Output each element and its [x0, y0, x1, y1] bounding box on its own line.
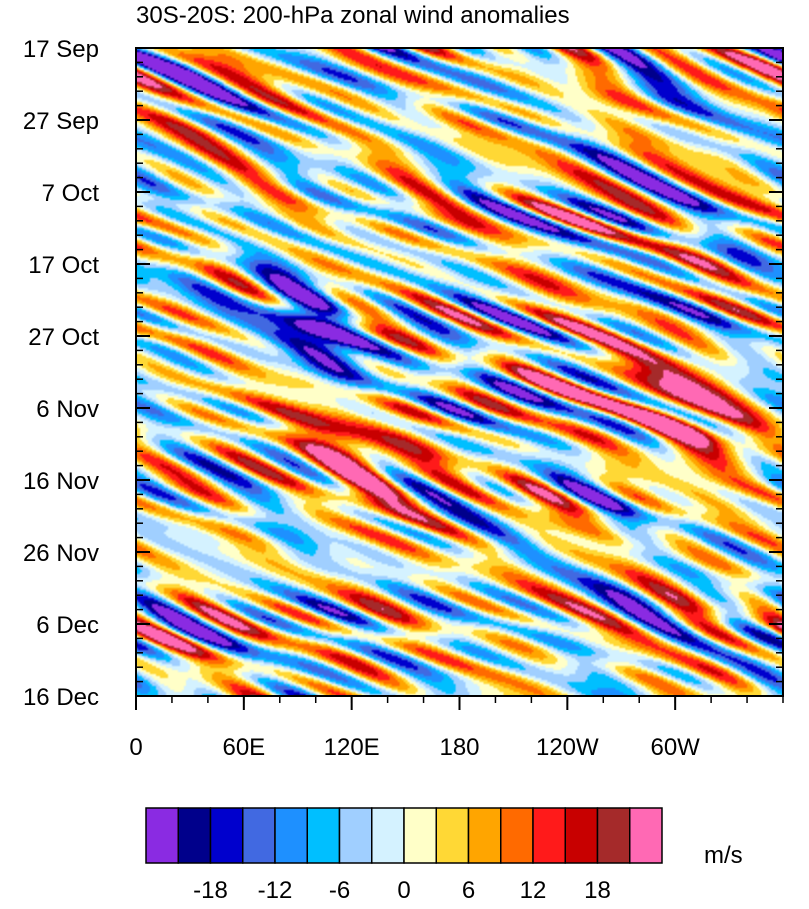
- y-tick-label: 17 Sep: [23, 36, 99, 63]
- plot-area: [136, 48, 783, 696]
- colorbar-swatch: [435, 807, 470, 864]
- x-axis: 0 60E 120E 180 120W 60W: [129, 696, 784, 761]
- chart-title: 30S-20S: 200-hPa zonal wind anomalies: [136, 2, 570, 29]
- y-tick-label: 6 Dec: [36, 612, 99, 639]
- colorbar-label: 0: [397, 877, 410, 904]
- y-axis: 17 Sep 27 Sep 7 Oct 17 Oct 27 Oct 6 Nov 16 Nov…: [23, 36, 783, 711]
- colorbar-swatch: [306, 807, 341, 864]
- colorbar-label: -18: [193, 877, 228, 904]
- colorbar-swatch: [177, 807, 212, 864]
- colorbar-swatch: [500, 807, 534, 864]
- colorbar-swatch: [338, 807, 373, 864]
- y-tick-label: 27 Oct: [28, 324, 99, 351]
- y-tick-label: 16 Dec: [23, 684, 99, 711]
- colorbar-swatch: [209, 807, 244, 864]
- x-tick-label: 180: [439, 734, 479, 761]
- x-tick-label: 120W: [536, 734, 599, 761]
- colorbar-swatch: [274, 807, 308, 864]
- x-tick-label: 120E: [324, 734, 380, 761]
- colorbar-swatch: [629, 807, 663, 864]
- colorbar-label: 12: [520, 877, 547, 904]
- x-tick-label: 0: [129, 734, 142, 761]
- colorbar-label: 6: [462, 877, 475, 904]
- colorbar-label: -6: [329, 877, 350, 904]
- colorbar-swatch: [145, 807, 179, 864]
- colorbar-swatch: [371, 807, 405, 864]
- heatmap-field: [136, 48, 783, 696]
- x-tick-label: 60E: [222, 734, 265, 761]
- colorbar-swatch: [242, 807, 276, 864]
- y-tick-label: 26 Nov: [23, 540, 99, 567]
- x-tick-label: 60W: [650, 734, 700, 761]
- y-tick-label: 7 Oct: [42, 180, 100, 207]
- colorbar-units: m/s: [704, 842, 743, 869]
- colorbar-swatch: [467, 807, 502, 864]
- colorbar-swatch: [564, 807, 599, 864]
- colorbar-swatch: [532, 807, 566, 864]
- y-tick-label: 27 Sep: [23, 108, 99, 135]
- colorbar-label: 18: [584, 877, 611, 904]
- colorbar-label: -12: [258, 877, 293, 904]
- colorbar: -18 -12 -6 0 6 12 18: [145, 807, 663, 904]
- colorbar-swatch: [596, 807, 631, 864]
- colorbar-swatch: [403, 807, 437, 864]
- y-tick-label: 6 Nov: [36, 396, 99, 423]
- y-tick-label: 17 Oct: [28, 252, 99, 279]
- y-tick-label: 16 Nov: [23, 468, 99, 495]
